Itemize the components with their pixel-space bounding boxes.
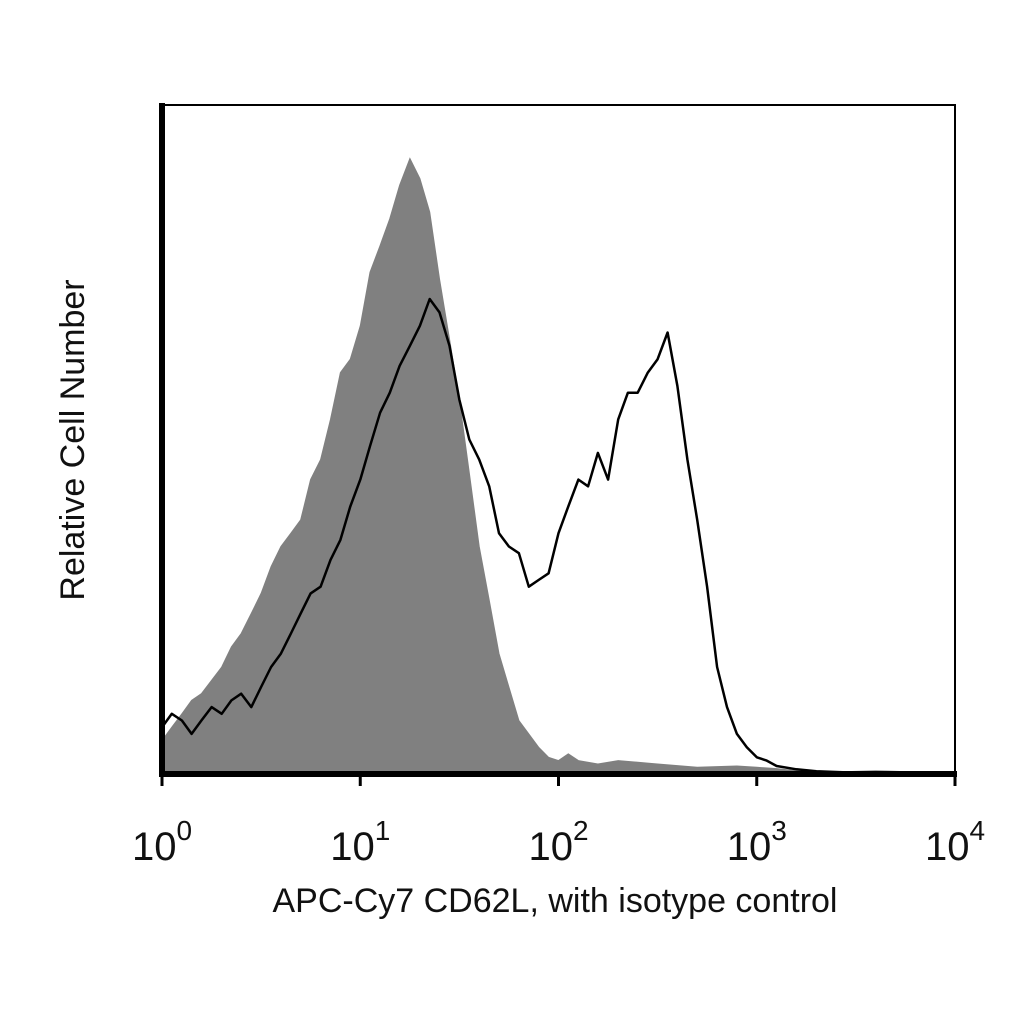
y-axis-label: Relative Cell Number xyxy=(54,279,92,600)
isotype-control-histogram xyxy=(161,157,956,775)
x-axis-ticks: 100 101 102 103 104 xyxy=(132,774,985,869)
cd62l-stain-histogram xyxy=(160,297,956,776)
x-tick-label: 100 xyxy=(132,815,192,869)
x-tick-label: 103 xyxy=(727,815,787,869)
x-tick-label: 104 xyxy=(925,815,985,869)
x-axis-label: APC-Cy7 CD62L, with isotype control xyxy=(272,882,837,920)
x-tick-label: 101 xyxy=(330,815,390,869)
x-tick-label: 102 xyxy=(528,815,588,869)
plot-marks xyxy=(160,157,956,776)
